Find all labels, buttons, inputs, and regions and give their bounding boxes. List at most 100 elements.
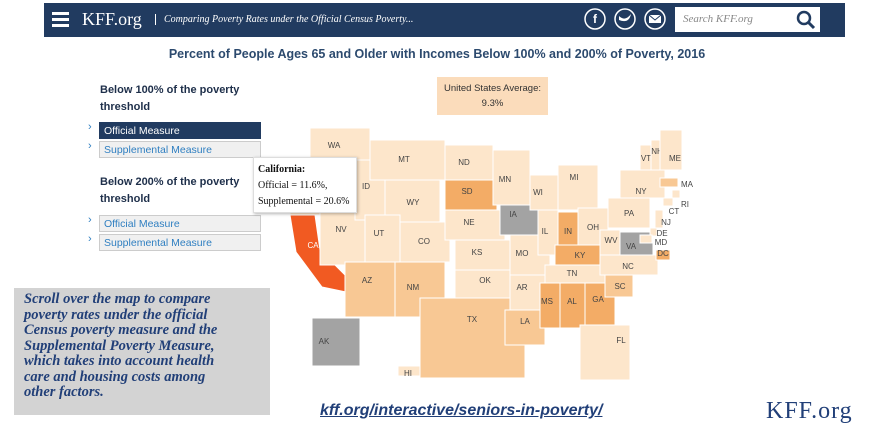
state-label: ND: [458, 158, 470, 167]
us-map: WAORCANVIDMTWYUTCOAZNMNDSDNEKSOKTXMNIAMO…: [289, 127, 694, 381]
state-label: NC: [622, 262, 634, 271]
state[interactable]: [655, 249, 671, 261]
breadcrumb: Comparing Poverty Rates under the Offici…: [155, 14, 413, 25]
state[interactable]: [504, 309, 546, 346]
state[interactable]: [529, 174, 559, 211]
state[interactable]: [607, 197, 651, 229]
chevron: ›: [88, 140, 92, 152]
state[interactable]: [344, 261, 396, 318]
state[interactable]: [454, 239, 516, 271]
caption-line: care and housing costs among: [24, 368, 206, 385]
state-label: NE: [463, 218, 474, 227]
caption-line: Supplemental Poverty Measure,: [24, 337, 215, 354]
search-icon[interactable]: [796, 10, 816, 30]
caption: Scroll over the map to compare poverty ra…: [14, 288, 270, 415]
state[interactable]: [364, 214, 401, 266]
option-button[interactable]: Official Measure: [99, 122, 261, 139]
average-value: 9.3%: [481, 98, 504, 109]
state[interactable]: [654, 209, 664, 229]
state-label: MN: [499, 175, 512, 184]
state-label: TN: [567, 269, 578, 278]
state-label: MS: [541, 297, 553, 306]
state[interactable]: [659, 129, 683, 171]
state-label: VT: [641, 154, 651, 163]
state[interactable]: [399, 221, 451, 263]
search-box[interactable]: Search KFF.org: [675, 7, 820, 32]
svg-text:f: f: [593, 12, 598, 26]
state-label: RI: [681, 200, 689, 209]
option-button[interactable]: Official Measure: [99, 215, 261, 232]
logo[interactable]: KFF.org: [82, 9, 142, 29]
search-placeholder: Search KFF.org: [683, 13, 753, 25]
facebook-icon[interactable]: f: [584, 8, 606, 30]
caption-line: poverty rates under the official: [24, 306, 208, 323]
us-average: United States Average: 9.3%: [437, 77, 548, 115]
state[interactable]: [557, 164, 599, 211]
state-label: NM: [407, 283, 420, 292]
chevron: ›: [88, 233, 92, 245]
menu-icon[interactable]: [52, 12, 69, 27]
state-label: AR: [516, 283, 527, 292]
state-label: CT: [669, 207, 680, 216]
state[interactable]: [454, 269, 521, 299]
state-label: LA: [520, 317, 530, 326]
state[interactable]: [639, 234, 653, 244]
tooltip: California: Official = 11.6%, Supplement…: [253, 157, 357, 213]
state[interactable]: [649, 227, 658, 237]
state[interactable]: [509, 274, 546, 311]
state[interactable]: [397, 365, 421, 377]
twitter-icon[interactable]: [614, 8, 636, 30]
chart-title: Percent of People Ages 65 and Older with…: [168, 47, 706, 61]
state[interactable]: [662, 197, 674, 207]
state-label: SC: [614, 282, 625, 291]
state-label: UT: [374, 229, 385, 238]
state[interactable]: [311, 317, 361, 367]
state-label: OH: [587, 223, 599, 232]
state-label: DC: [657, 249, 669, 258]
caption-line: Census poverty measure and the: [24, 322, 218, 338]
state-label: IA: [509, 210, 517, 219]
state-label: IL: [542, 227, 549, 236]
state[interactable]: [659, 177, 679, 188]
state[interactable]: [444, 209, 506, 241]
link[interactable]: kff.org/interactive/seniors-in-poverty/: [320, 402, 603, 419]
tooltip-line: Official = 11.6%,: [258, 180, 328, 191]
state-label: PA: [624, 209, 635, 218]
state-label: NH: [651, 147, 663, 156]
option-button[interactable]: Supplemental Measure: [99, 234, 261, 251]
state-label: GA: [592, 295, 604, 304]
state-label: DE: [656, 229, 667, 238]
state-label: MO: [516, 249, 529, 258]
footer-logo: KFF.org: [766, 398, 853, 424]
state[interactable]: [559, 282, 586, 329]
state-label: KY: [575, 251, 586, 260]
state-label: NY: [635, 187, 647, 196]
state-label: WY: [407, 198, 421, 207]
state-label: VA: [626, 242, 637, 251]
state-label: AK: [319, 337, 330, 346]
state-label: SD: [461, 187, 472, 196]
mail-icon[interactable]: [644, 8, 666, 30]
state-label: AL: [567, 297, 577, 306]
state[interactable]: [579, 324, 631, 381]
state-label: ME: [669, 154, 681, 163]
state-label: IN: [564, 227, 572, 236]
state-label: MT: [398, 155, 410, 164]
section-heading: Below 100% of the poverty threshold: [100, 84, 240, 113]
state-label: TX: [467, 315, 478, 324]
caption-line: Scroll over the map to compare: [24, 291, 211, 307]
tooltip-line: Supplemental = 20.6%: [258, 196, 350, 207]
state-label: NJ: [661, 218, 671, 227]
state[interactable]: [619, 169, 666, 199]
state-label: MD: [655, 238, 668, 247]
state-label: FL: [616, 336, 626, 345]
state[interactable]: [444, 144, 494, 181]
state[interactable]: [671, 189, 681, 199]
state-label: WI: [533, 188, 543, 197]
state[interactable]: [492, 149, 531, 206]
state-label: AZ: [362, 276, 372, 285]
caption-line: other factors.: [24, 384, 104, 400]
option-button[interactable]: Supplemental Measure: [99, 141, 261, 158]
